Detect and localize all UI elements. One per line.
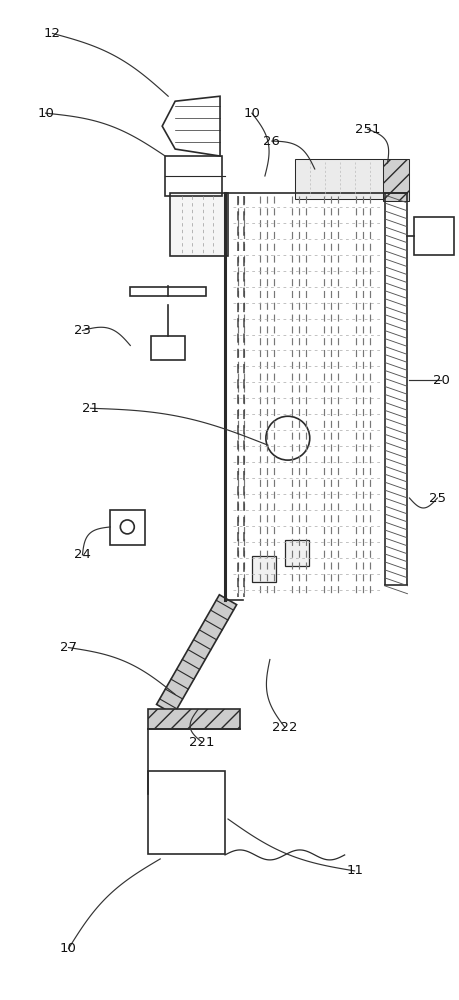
Bar xyxy=(165,156,222,196)
Bar xyxy=(284,540,308,566)
Text: 11: 11 xyxy=(345,864,362,877)
Bar xyxy=(170,193,228,256)
Text: 10: 10 xyxy=(243,107,260,120)
Bar xyxy=(148,709,240,729)
Bar xyxy=(130,287,206,296)
Bar xyxy=(382,159,409,201)
Text: 221: 221 xyxy=(189,736,214,749)
Polygon shape xyxy=(156,595,236,714)
Bar xyxy=(294,159,384,199)
Text: 23: 23 xyxy=(74,324,91,337)
Text: 222: 222 xyxy=(271,721,297,734)
Text: 20: 20 xyxy=(432,374,449,387)
Text: 26: 26 xyxy=(263,135,280,148)
Text: 12: 12 xyxy=(44,27,61,40)
Bar xyxy=(110,510,145,545)
Bar xyxy=(252,556,275,582)
Text: 25: 25 xyxy=(428,492,445,505)
Text: 10: 10 xyxy=(37,107,54,120)
Bar xyxy=(414,217,453,255)
Bar xyxy=(148,771,224,854)
Text: 251: 251 xyxy=(354,123,380,136)
Text: 21: 21 xyxy=(82,402,99,415)
Bar xyxy=(151,336,185,360)
Text: 24: 24 xyxy=(74,548,91,561)
Text: 27: 27 xyxy=(60,641,77,654)
Text: 10: 10 xyxy=(60,942,77,955)
